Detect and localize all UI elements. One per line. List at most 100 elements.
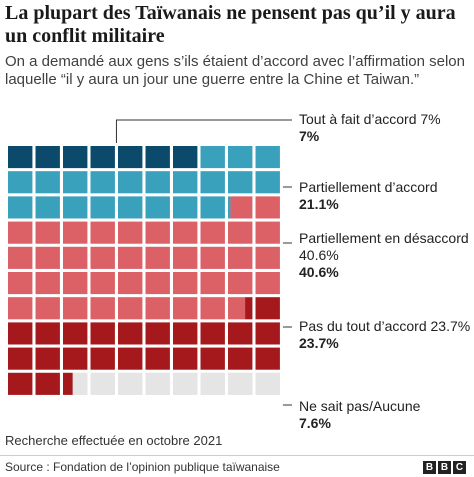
waffle-cell-3 bbox=[255, 221, 280, 244]
waffle-cell-2 bbox=[173, 196, 198, 219]
legend-value: 7.6% bbox=[299, 415, 331, 431]
waffle-cell-4 bbox=[173, 347, 198, 370]
waffle-cell-3 bbox=[200, 246, 225, 269]
waffle-cell-4 bbox=[35, 347, 60, 370]
waffle-cell-3 bbox=[35, 272, 60, 295]
waffle-cell-3 bbox=[8, 221, 33, 244]
waffle-cell-2 bbox=[200, 196, 225, 219]
waffle-cell-3 bbox=[8, 272, 33, 295]
waffle-cell-3 bbox=[90, 297, 115, 320]
waffle-cell-2 bbox=[145, 171, 170, 194]
waffle-cell-3 bbox=[63, 221, 88, 244]
waffle-cell-2 bbox=[118, 196, 143, 219]
waffle-cell-1 bbox=[118, 146, 143, 169]
waffle-cell-1 bbox=[90, 146, 115, 169]
waffle-cell-2 bbox=[8, 196, 33, 219]
legend-item-strongly-agree: Tout à fait d’accord 7% 7% bbox=[299, 111, 471, 145]
waffle-cell-3 bbox=[228, 246, 253, 269]
waffle-cell-5 bbox=[255, 372, 280, 395]
legend-value: 40.6% bbox=[299, 264, 339, 280]
waffle-cell-2 bbox=[90, 196, 115, 219]
legend-item-partially-disagree: Partiellement en désaccord 40.6% 40.6% bbox=[299, 230, 471, 281]
waffle-cell-4 bbox=[35, 322, 60, 345]
waffle-cell-5 bbox=[200, 372, 225, 395]
waffle-cell-4 bbox=[8, 372, 33, 395]
waffle-cell-2 bbox=[118, 171, 143, 194]
waffle-cell-4 bbox=[145, 322, 170, 345]
waffle-cell-3 bbox=[145, 272, 170, 295]
waffle-cell-4 bbox=[255, 297, 280, 320]
waffle-cell-2 bbox=[63, 171, 88, 194]
legend-item-partially-agree: Partiellement d’accord 21.1% bbox=[299, 179, 471, 213]
waffle-cell-4 bbox=[63, 372, 73, 395]
survey-note: Recherche effectuée en octobre 2021 bbox=[5, 433, 223, 448]
waffle-cell-4 bbox=[63, 347, 88, 370]
waffle-cell-3 bbox=[200, 221, 225, 244]
waffle-cell-3 bbox=[118, 221, 143, 244]
waffle-cell-3 bbox=[173, 297, 198, 320]
waffle-cell-3 bbox=[145, 297, 170, 320]
waffle-cell-4 bbox=[200, 347, 225, 370]
waffle-cell-2 bbox=[228, 196, 231, 219]
chart-title: La plupart des Taïwanais ne pensent pas … bbox=[5, 2, 456, 47]
waffle-cell-4 bbox=[63, 322, 88, 345]
waffle-cell-3 bbox=[8, 297, 33, 320]
waffle-cell-2 bbox=[228, 146, 253, 169]
waffle-cell-5 bbox=[173, 372, 198, 395]
waffle-cell-3 bbox=[255, 246, 280, 269]
waffle-cell-2 bbox=[35, 171, 60, 194]
waffle-cell-3 bbox=[200, 297, 225, 320]
legend-label: Partiellement d’accord bbox=[299, 179, 438, 195]
waffle-cell-3 bbox=[173, 221, 198, 244]
waffle-cell-5 bbox=[90, 372, 115, 395]
waffle-cell-3 bbox=[118, 272, 143, 295]
waffle-cell-3 bbox=[118, 246, 143, 269]
waffle-cell-5 bbox=[228, 372, 253, 395]
footer-divider bbox=[0, 455, 474, 456]
legend-label: Pas du tout d’accord 23.7% bbox=[299, 318, 471, 334]
waffle-cell-3 bbox=[118, 297, 143, 320]
waffle-cell-1 bbox=[173, 146, 198, 169]
waffle-cell-4 bbox=[200, 322, 225, 345]
waffle-cell-3 bbox=[200, 272, 225, 295]
waffle-cell-2 bbox=[90, 171, 115, 194]
waffle-cell-3 bbox=[230, 196, 253, 219]
waffle-cell-3 bbox=[255, 196, 280, 219]
waffle-cell-4 bbox=[173, 322, 198, 345]
waffle-cell-3 bbox=[228, 272, 253, 295]
waffle-cell-2 bbox=[255, 171, 280, 194]
legend-value: 23.7% bbox=[299, 335, 339, 351]
waffle-cell-3 bbox=[255, 272, 280, 295]
waffle-cell-1 bbox=[35, 146, 60, 169]
waffle-cell-4 bbox=[118, 322, 143, 345]
waffle-cell-4 bbox=[145, 347, 170, 370]
waffle-cell-4 bbox=[255, 322, 280, 345]
waffle-cell-4 bbox=[228, 347, 253, 370]
waffle-cell-4 bbox=[228, 322, 253, 345]
source-text: Source : Fondation de l’opinion publique… bbox=[5, 460, 280, 474]
legend-item-strongly-disagree: Pas du tout d’accord 23.7% 23.7% bbox=[299, 318, 471, 352]
waffle-cell-4 bbox=[8, 322, 33, 345]
logo-letter: C bbox=[453, 461, 466, 474]
waffle-cell-3 bbox=[63, 246, 88, 269]
waffle-cell-4 bbox=[90, 347, 115, 370]
waffle-cell-4 bbox=[245, 297, 253, 320]
waffle-cell-1 bbox=[145, 146, 170, 169]
waffle-cell-3 bbox=[63, 272, 88, 295]
legend-value: 7% bbox=[299, 128, 320, 144]
waffle-cell-2 bbox=[200, 171, 225, 194]
waffle-cell-4 bbox=[8, 347, 33, 370]
legend-label: Partiellement en désaccord 40.6% bbox=[299, 230, 469, 263]
waffle-cell-3 bbox=[90, 272, 115, 295]
waffle-cell-4 bbox=[90, 322, 115, 345]
waffle-cell-2 bbox=[173, 171, 198, 194]
waffle-cell-2 bbox=[228, 171, 253, 194]
waffle-cell-3 bbox=[35, 297, 60, 320]
waffle-cell-5 bbox=[118, 372, 143, 395]
legend-label: Ne sait pas/Aucune bbox=[299, 398, 421, 414]
waffle-cell-3 bbox=[145, 246, 170, 269]
logo-letter: B bbox=[438, 461, 451, 474]
waffle-cell-4 bbox=[118, 347, 143, 370]
waffle-cell-1 bbox=[63, 146, 88, 169]
bbc-logo: B B C bbox=[423, 461, 466, 474]
